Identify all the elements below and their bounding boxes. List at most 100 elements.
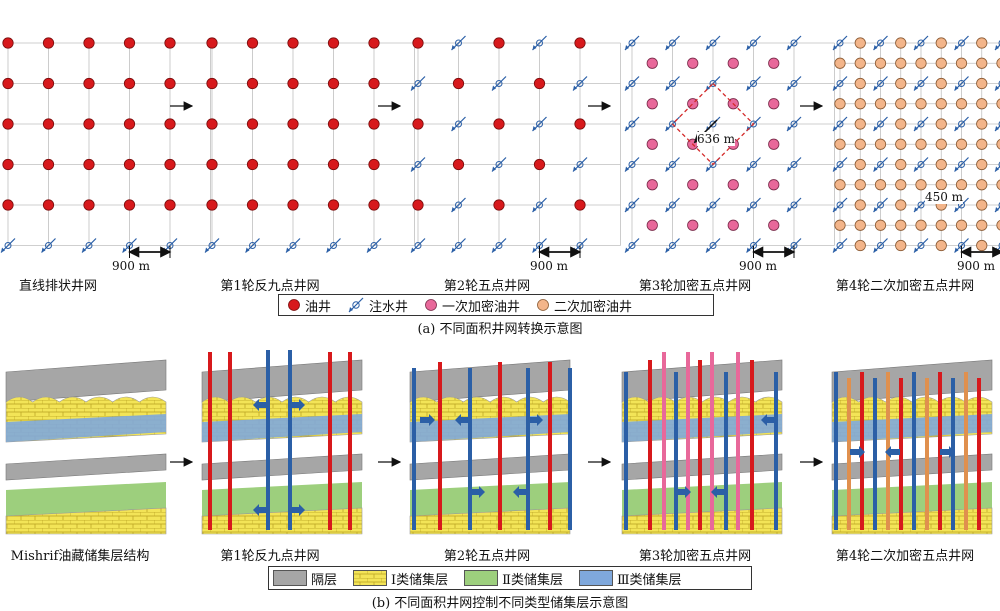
injector-ring bbox=[877, 161, 884, 168]
infill2-well bbox=[854, 179, 866, 191]
infill2-well bbox=[935, 138, 947, 150]
injector-ring bbox=[790, 120, 798, 128]
class2-layer bbox=[6, 482, 166, 516]
injector-arrowhead bbox=[833, 85, 837, 91]
infill2-well bbox=[895, 98, 907, 110]
injector-well bbox=[326, 238, 341, 253]
flow-arrow-icon bbox=[290, 399, 305, 411]
infill2-well bbox=[935, 239, 947, 252]
injector-ring bbox=[455, 242, 462, 249]
scale-label-2: 900 m bbox=[529, 259, 569, 273]
flow-arrow-icon bbox=[290, 504, 305, 516]
reservoir-block-3 bbox=[409, 359, 571, 535]
injector-well bbox=[954, 116, 969, 132]
infill2-well bbox=[976, 37, 988, 49]
infill2-well bbox=[935, 98, 947, 110]
injector-well bbox=[994, 161, 1000, 172]
oil-well bbox=[83, 118, 95, 130]
oil-well bbox=[412, 118, 424, 130]
stage-label-a4: 第3轮加密五点井网 bbox=[638, 279, 752, 294]
injector-well bbox=[786, 157, 802, 172]
injector-ring bbox=[669, 242, 676, 249]
reservoir-block-2 bbox=[201, 359, 363, 535]
infill1-well-icon bbox=[425, 299, 437, 311]
infill2-well bbox=[935, 158, 947, 171]
infill2-well bbox=[895, 138, 907, 150]
infill2-well bbox=[854, 239, 866, 252]
injector-ring bbox=[628, 80, 636, 87]
stage-label-a1: 直线排状井网 bbox=[18, 279, 98, 294]
injector-well bbox=[746, 157, 761, 172]
injector-ring bbox=[576, 161, 584, 168]
infill2-well bbox=[955, 138, 968, 150]
injector-ring bbox=[877, 39, 884, 47]
infill2-well bbox=[976, 158, 988, 171]
infill1-well bbox=[646, 138, 658, 150]
oil-well bbox=[287, 77, 299, 90]
oil-well bbox=[246, 77, 259, 90]
panel-a-well-patterns bbox=[0, 35, 1000, 258]
injector-arrowhead bbox=[492, 85, 496, 91]
infill2-well bbox=[976, 57, 988, 69]
legend-oil-well-label: 油井 bbox=[305, 299, 332, 315]
barrier-layer bbox=[409, 453, 571, 481]
infill2-well bbox=[976, 98, 988, 110]
injector-well bbox=[0, 238, 16, 253]
injector-arrowhead bbox=[833, 207, 837, 212]
injector-arrowhead bbox=[914, 85, 918, 91]
infill2-well bbox=[895, 179, 907, 191]
infill2-well bbox=[895, 37, 907, 49]
injector-arrowhead bbox=[995, 166, 999, 172]
injector-arrowhead bbox=[914, 166, 918, 172]
injector-arrowhead bbox=[954, 45, 959, 50]
flow-arrow-icon bbox=[253, 504, 268, 516]
injector-arrowhead bbox=[625, 207, 629, 212]
stage-label-a2: 第1轮反九点井网 bbox=[220, 279, 320, 294]
pattern-stage-2 bbox=[204, 37, 415, 253]
injector-ring bbox=[45, 242, 52, 249]
oil-well bbox=[83, 37, 95, 49]
injector-ring bbox=[836, 201, 844, 209]
legend-barrier-label: 隔层 bbox=[311, 572, 338, 588]
injector-well bbox=[994, 202, 1000, 213]
infill2-well bbox=[935, 179, 947, 191]
injector-arrowhead bbox=[873, 45, 878, 50]
injector-ring bbox=[877, 201, 884, 209]
oil-well bbox=[412, 37, 424, 49]
injector-well bbox=[873, 238, 888, 253]
oil-well bbox=[42, 37, 55, 49]
oil-well bbox=[287, 158, 299, 171]
infill2-well bbox=[915, 219, 927, 231]
injector-ring bbox=[750, 39, 757, 47]
oil-well bbox=[327, 37, 340, 49]
oil-well bbox=[83, 77, 95, 90]
infill2-well bbox=[854, 118, 866, 130]
legend-injector: 注水井 bbox=[347, 296, 408, 315]
oil-well bbox=[2, 158, 14, 171]
infill1-well bbox=[646, 57, 658, 69]
injector-ring bbox=[750, 80, 757, 87]
injector-ring bbox=[576, 80, 584, 87]
oil-well bbox=[206, 158, 218, 171]
class3-layer bbox=[6, 414, 166, 442]
legend-infill2: 二次加密油井 bbox=[536, 296, 632, 315]
injector-arrowhead bbox=[665, 45, 670, 50]
infill1-well bbox=[727, 219, 739, 231]
injector-arrowhead bbox=[995, 85, 999, 91]
injector-well bbox=[665, 157, 680, 172]
legend-b: 隔层 Ⅰ类储集层 Ⅱ类储集层 Ⅲ类储集层 bbox=[268, 566, 752, 590]
injector-ring bbox=[836, 120, 844, 128]
infill2-well bbox=[854, 158, 866, 171]
injector-well bbox=[532, 116, 547, 132]
injector-arrowhead bbox=[954, 207, 959, 212]
spacing-box bbox=[671, 82, 755, 166]
injector-arrowhead bbox=[532, 126, 537, 131]
injector-well bbox=[873, 35, 888, 51]
injector-ring bbox=[790, 39, 798, 47]
class3-swatch-icon bbox=[579, 570, 613, 586]
infill2-well bbox=[915, 138, 927, 150]
injector-well bbox=[746, 35, 761, 51]
injector-arrowhead bbox=[954, 126, 959, 131]
oil-well bbox=[123, 37, 136, 49]
oil-well bbox=[327, 118, 340, 130]
